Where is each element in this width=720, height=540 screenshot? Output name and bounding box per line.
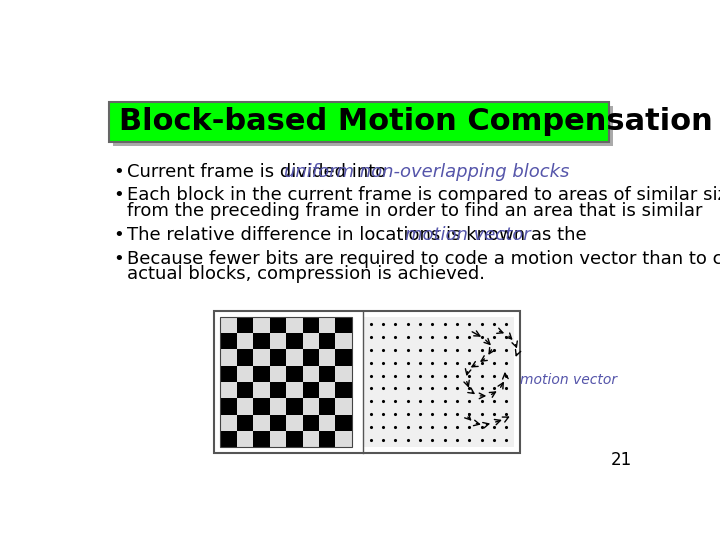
Bar	[319, 431, 336, 448]
Text: •: •	[113, 226, 124, 245]
Bar	[336, 382, 352, 399]
Bar	[302, 366, 319, 382]
Bar	[269, 415, 286, 431]
Bar	[220, 431, 237, 448]
Text: motion vector: motion vector	[405, 226, 531, 245]
Bar	[336, 349, 352, 366]
Bar	[220, 316, 352, 448]
Text: The relative difference in locations is known as the: The relative difference in locations is …	[127, 226, 593, 245]
Text: from the preceding frame in order to find an area that is similar: from the preceding frame in order to fin…	[127, 202, 703, 220]
Bar	[253, 333, 269, 349]
Text: Each block in the current frame is compared to areas of similar size: Each block in the current frame is compa…	[127, 186, 720, 205]
Bar	[286, 349, 302, 366]
Bar	[220, 399, 237, 415]
Bar	[237, 349, 253, 366]
Bar	[319, 349, 336, 366]
Text: •: •	[113, 164, 124, 181]
Bar	[286, 366, 302, 382]
Bar	[269, 382, 286, 399]
Bar	[220, 415, 237, 431]
Bar	[220, 349, 237, 366]
Bar	[220, 316, 352, 448]
Bar	[237, 431, 253, 448]
Bar	[302, 399, 319, 415]
Bar	[237, 366, 253, 382]
Bar	[269, 366, 286, 382]
Text: Block-based Motion Compensation: Block-based Motion Compensation	[119, 107, 712, 136]
Bar	[302, 333, 319, 349]
Bar	[286, 333, 302, 349]
Bar	[302, 382, 319, 399]
Bar	[269, 431, 286, 448]
Bar	[302, 349, 319, 366]
Bar	[269, 316, 286, 333]
Bar	[302, 316, 319, 333]
Bar	[319, 333, 336, 349]
Bar	[220, 333, 237, 349]
Bar	[286, 431, 302, 448]
Bar	[286, 415, 302, 431]
Bar	[336, 415, 352, 431]
Bar	[336, 316, 352, 333]
Bar	[113, 106, 613, 146]
Bar	[237, 333, 253, 349]
Bar	[214, 311, 520, 453]
Bar	[336, 333, 352, 349]
Bar	[319, 316, 336, 333]
Bar	[237, 382, 253, 399]
Bar	[237, 399, 253, 415]
Text: •: •	[113, 186, 124, 205]
Bar	[220, 382, 237, 399]
Bar	[269, 333, 286, 349]
Bar	[237, 415, 253, 431]
Text: actual blocks, compression is achieved.: actual blocks, compression is achieved.	[127, 265, 485, 283]
Bar	[269, 349, 286, 366]
Bar	[319, 366, 336, 382]
Bar	[253, 316, 269, 333]
Bar	[220, 366, 237, 382]
Text: 21: 21	[611, 451, 632, 469]
Text: motion vector: motion vector	[520, 374, 617, 388]
Bar	[253, 382, 269, 399]
Bar	[319, 382, 336, 399]
Bar	[336, 431, 352, 448]
Bar	[220, 316, 237, 333]
Text: Because fewer bits are required to code a motion vector than to code: Because fewer bits are required to code …	[127, 249, 720, 268]
Bar	[302, 415, 319, 431]
Bar	[109, 102, 609, 142]
Bar	[237, 316, 253, 333]
Bar	[253, 366, 269, 382]
Bar	[302, 431, 319, 448]
Bar	[269, 399, 286, 415]
Text: uniform non-overlapping blocks: uniform non-overlapping blocks	[284, 164, 570, 181]
Bar	[253, 399, 269, 415]
Text: •: •	[113, 249, 124, 268]
Bar	[319, 415, 336, 431]
Bar	[253, 349, 269, 366]
Bar	[286, 316, 302, 333]
Bar	[319, 399, 336, 415]
Bar	[336, 399, 352, 415]
Bar	[363, 316, 514, 448]
Bar	[253, 431, 269, 448]
Bar	[286, 399, 302, 415]
Text: Current frame is divided into: Current frame is divided into	[127, 164, 392, 181]
Bar	[286, 382, 302, 399]
Bar	[253, 415, 269, 431]
Bar	[336, 366, 352, 382]
